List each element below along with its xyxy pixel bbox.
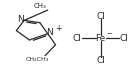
Text: Cl: Cl [73, 34, 82, 43]
Text: +: + [56, 24, 62, 34]
Text: Cl: Cl [96, 56, 105, 65]
Text: Cl: Cl [96, 12, 105, 21]
Text: N: N [46, 28, 53, 37]
Text: CH₂CH₃: CH₂CH₃ [26, 57, 49, 62]
Text: −: − [106, 31, 112, 37]
Text: CH₃: CH₃ [34, 3, 46, 9]
Text: Cl: Cl [120, 34, 129, 43]
Text: N: N [18, 15, 24, 24]
Text: Fe: Fe [95, 34, 106, 43]
